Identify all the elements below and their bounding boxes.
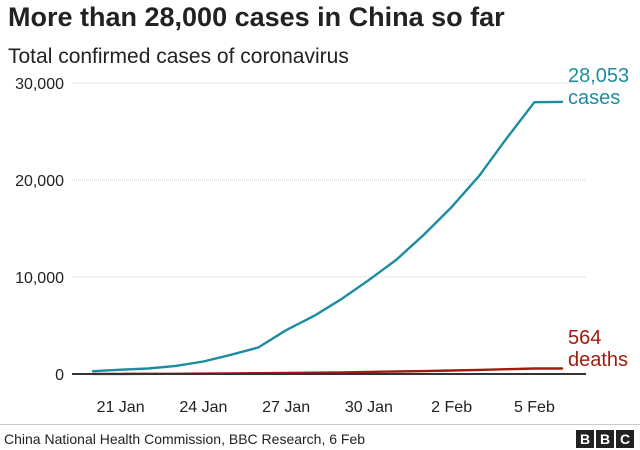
x-tick-label-1: 24 Jan — [179, 399, 227, 416]
chart-subtitle: Total confirmed cases of coronavirus — [8, 45, 349, 68]
footer-divider — [0, 424, 640, 425]
y-tick-label-2: 20,000 — [15, 173, 64, 190]
logo-letter-c: C — [616, 430, 634, 448]
y-tick-label-3: 30,000 — [15, 76, 64, 93]
bbc-logo: B B C — [576, 430, 634, 448]
end-label-deaths-0: 564 — [568, 327, 601, 349]
x-tick-label-5: 5 Feb — [514, 399, 555, 416]
x-tick-label-3: 30 Jan — [345, 399, 393, 416]
end-label-deaths-1: deaths — [568, 349, 628, 371]
x-tick-label-0: 21 Jan — [97, 399, 145, 416]
x-tick-label-4: 2 Feb — [431, 399, 472, 416]
series-line-cases — [91, 100, 564, 373]
x-tick-label-2: 27 Jan — [262, 399, 310, 416]
logo-letter-b1: B — [576, 430, 594, 448]
y-tick-label-0: 0 — [55, 367, 64, 384]
end-label-cases-0: 28,053 — [568, 65, 629, 87]
chart-title: More than 28,000 cases in China so far — [8, 2, 505, 32]
source-note: China National Health Commission, BBC Re… — [4, 431, 366, 447]
end-label-cases-1: cases — [568, 87, 620, 109]
y-tick-label-1: 10,000 — [15, 270, 64, 287]
logo-letter-b2: B — [596, 430, 614, 448]
line-chart: 0 10,000 20,000 30,000 21 Jan 24 Jan 27 Jan 30 … — [15, 65, 629, 416]
